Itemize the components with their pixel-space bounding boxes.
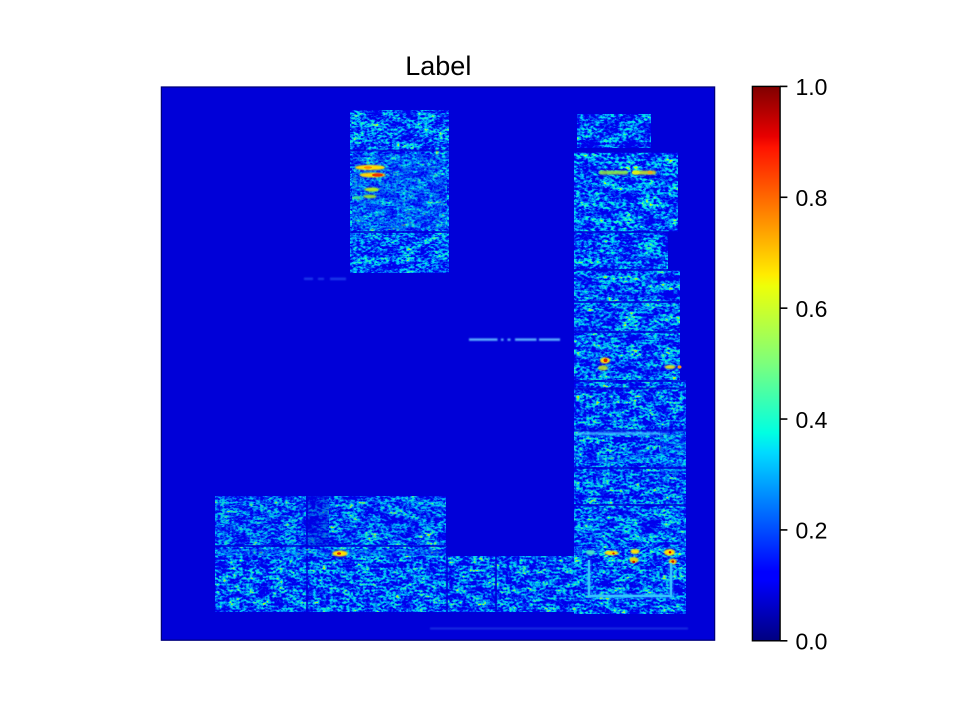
- svg-text:0.0: 0.0: [796, 629, 828, 655]
- svg-text:0.4: 0.4: [796, 407, 828, 433]
- svg-text:0.8: 0.8: [796, 185, 828, 211]
- svg-text:0.2: 0.2: [796, 518, 828, 544]
- svg-text:1.0: 1.0: [796, 74, 828, 100]
- svg-text:0.6: 0.6: [796, 296, 828, 322]
- svg-text:Label: Label: [405, 51, 471, 81]
